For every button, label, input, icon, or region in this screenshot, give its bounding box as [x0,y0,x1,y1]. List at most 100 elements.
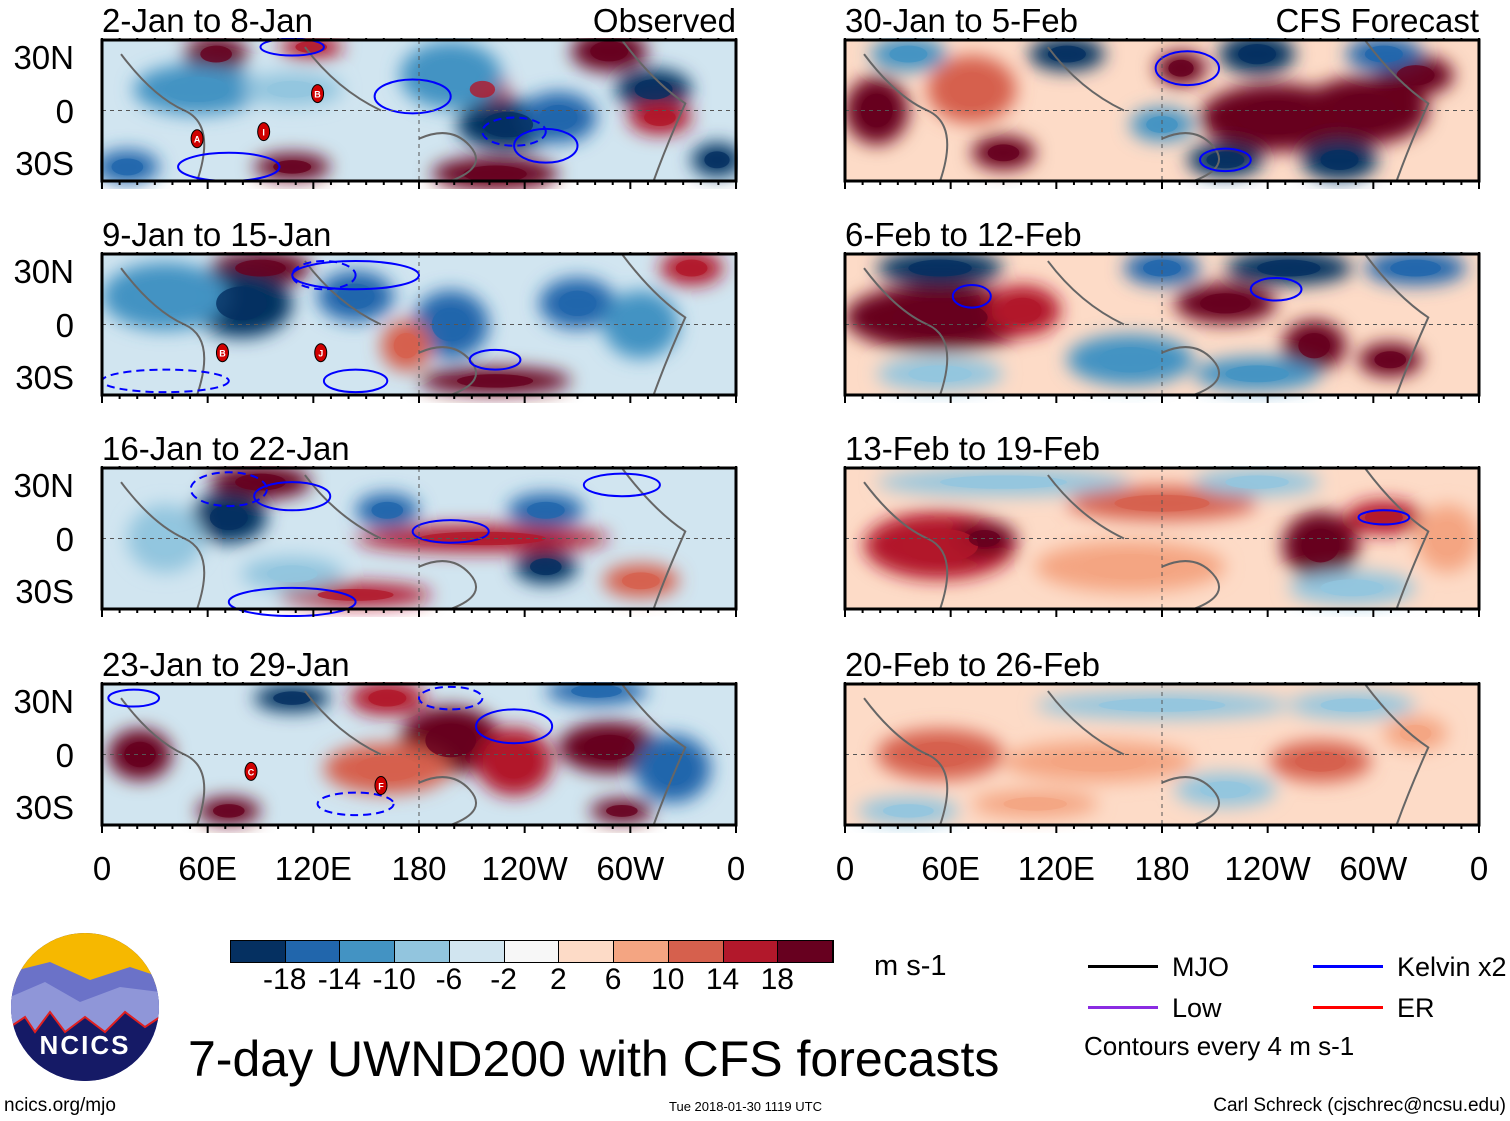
legend-line-mjo [1088,965,1158,968]
anomaly-core [463,165,527,183]
anomaly-core [558,290,597,317]
anomaly-core [644,109,676,127]
anomaly-core [1298,332,1331,359]
colorbar-label: -2 [490,963,517,996]
anomaly-core [526,501,565,519]
y-tick-label: 30N [13,466,74,504]
kelvin-contour [468,348,522,371]
kelvin-contour [481,116,547,147]
x-tick-label: 0 [726,850,746,887]
anomaly-core [1146,116,1178,134]
colorbar-swatch [340,941,396,962]
panel-title: 6-Feb to 12-Feb [845,216,1082,253]
panel-title: 16-Jan to 22-Jan [102,430,350,467]
panel-title: 13-Feb to 19-Feb [845,430,1100,467]
y-tick-label: 0 [55,736,74,774]
colorbar-label: -14 [317,963,362,996]
anomaly-core [1333,93,1397,128]
anomaly-core [266,80,318,98]
colorbar-swatch [395,941,450,962]
map-panel [100,466,738,617]
kelvin-contour [291,260,357,291]
y-tick-label: 30N [13,682,74,720]
cyclone-marker: A [190,129,204,149]
units-label: m s-1 [874,950,947,982]
anomaly-core [1295,751,1346,772]
anomaly-core [1003,297,1042,324]
anomaly-core [1364,508,1403,526]
anomaly-core [1320,698,1384,712]
colorbar-swatch [778,941,834,962]
anomaly-core [371,501,404,519]
anomaly-core [425,58,477,93]
colorbar-swatch [285,941,341,962]
anomaly-core [1098,698,1226,712]
cyclone-marker: F [374,776,388,796]
anomaly-core [212,804,245,818]
anomaly-core [949,72,994,107]
anomaly-core [1225,365,1289,383]
anomaly-core [583,734,635,761]
anomaly-core [266,565,318,583]
cyclone-marker: B [215,343,229,363]
svg-text:C: C [248,767,255,777]
colorbar-swatch [559,941,615,962]
anomaly-core [295,41,328,53]
anomaly-core [1168,59,1194,77]
y-tick-label: 30S [15,788,74,826]
svg-text:J: J [318,349,323,359]
x-tick-label: 0 [92,850,112,887]
cyclone-marker: C [244,761,258,781]
anomaly-core [940,475,1067,489]
anomaly-core [1082,554,1178,580]
colorbar [230,940,834,963]
map-panel: A I B [100,38,738,189]
anomaly-core [571,684,622,698]
kelvin-contour [316,791,395,817]
kelvin-contour [582,472,661,498]
anomaly-core [908,741,972,768]
map-panel [843,466,1481,617]
colorbar-label: 10 [651,963,685,996]
x-tick-label: 60W [1339,850,1408,887]
anomaly-core [860,93,893,128]
x-tick-label: 0 [835,850,855,887]
anomaly-core [889,45,928,63]
anomaly-core [235,473,286,491]
anomaly-core [1238,100,1315,135]
anomaly-core [704,151,730,169]
colorbar-label: 2 [550,963,567,996]
anomaly-core [539,104,578,131]
svg-text:B: B [219,349,226,359]
kelvin-contour [373,78,452,115]
anomaly-core [892,300,988,335]
panel-title: 23-Jan to 29-Jan [102,646,350,683]
kelvin-contour [1249,276,1303,302]
column-header: Observed [592,2,736,39]
anomaly-core [1399,724,1432,742]
map-panel: CF [100,682,738,833]
footer-url[interactable]: ncics.org/mjo [4,1095,116,1116]
anomaly-core [235,259,286,277]
colorbar-swatch [504,941,560,962]
anomaly-core [908,259,972,277]
kelvin-contour [291,260,421,291]
anomaly-core [273,160,312,174]
anomaly-core [165,76,229,103]
x-tick-label: 120E [1017,850,1095,887]
x-tick-label: 180 [391,850,447,887]
x-tick-label: 120E [274,850,352,887]
svg-text:A: A [194,135,201,145]
anomaly-core [1225,475,1289,489]
anomaly-core [1200,293,1251,314]
footer-author: Carl Schreck (cjschrec@ncsu.edu) [1213,1095,1506,1116]
figure-title: 7-day UWND200 with CFS forecasts [188,1031,1000,1087]
anomaly-core [216,286,267,321]
x-tick-label: 60E [178,850,238,887]
y-tick-label: 30S [15,572,74,610]
colorbar-label: -6 [435,963,463,996]
anomaly-core [1320,579,1384,597]
y-tick-label: 30S [15,358,74,396]
anomaly-core [393,332,419,359]
anomaly-core [209,504,248,531]
